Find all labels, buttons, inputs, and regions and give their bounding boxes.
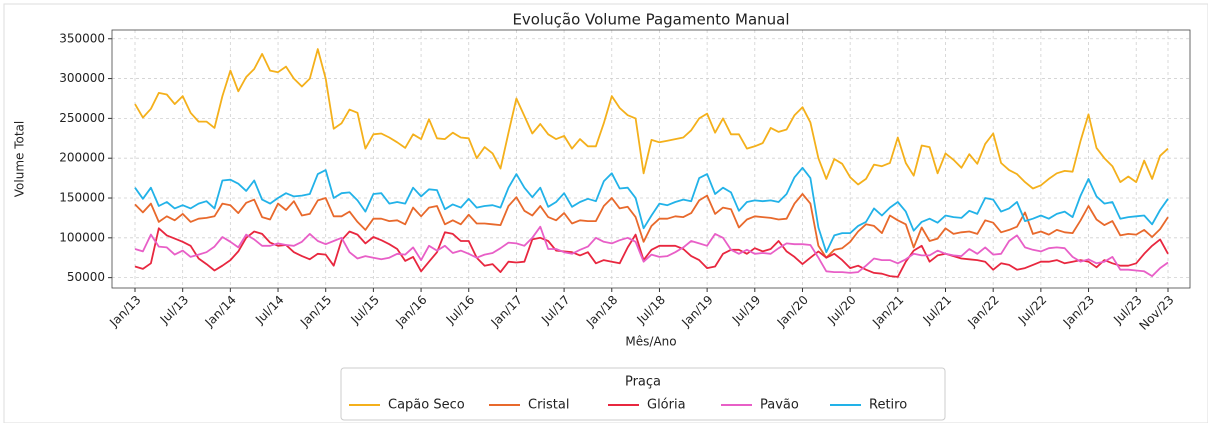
plot-frame [111,29,1191,289]
legend-label: Retiro [869,398,907,413]
x-axis-label: Mês/Ano [625,335,676,349]
legend-label: Cristal [528,398,569,413]
y-tick-label: 250000 [59,111,105,125]
frame [3,3,1208,423]
series-line [134,227,1169,278]
series-line [134,48,1169,190]
legend-label: Pavão [760,398,799,413]
legend-title: Praça [625,375,661,390]
legend-label: Capão Seco [388,398,465,413]
y-tick-label: 100000 [59,230,105,244]
series-line [134,225,1169,277]
y-tick-label: 350000 [59,31,105,45]
series-line [134,193,1169,259]
legend-box [340,367,946,421]
y-tick-label: 150000 [59,191,105,205]
y-tick-label: 50000 [67,270,105,284]
y-tick-label: 300000 [59,71,105,85]
series-line [134,166,1169,254]
legend-label: Glória [647,398,686,413]
y-tick-label: 200000 [59,151,105,165]
y-axis-label: Volume Total [13,121,27,197]
chart-title: Evolução Volume Pagamento Manual [512,11,789,29]
